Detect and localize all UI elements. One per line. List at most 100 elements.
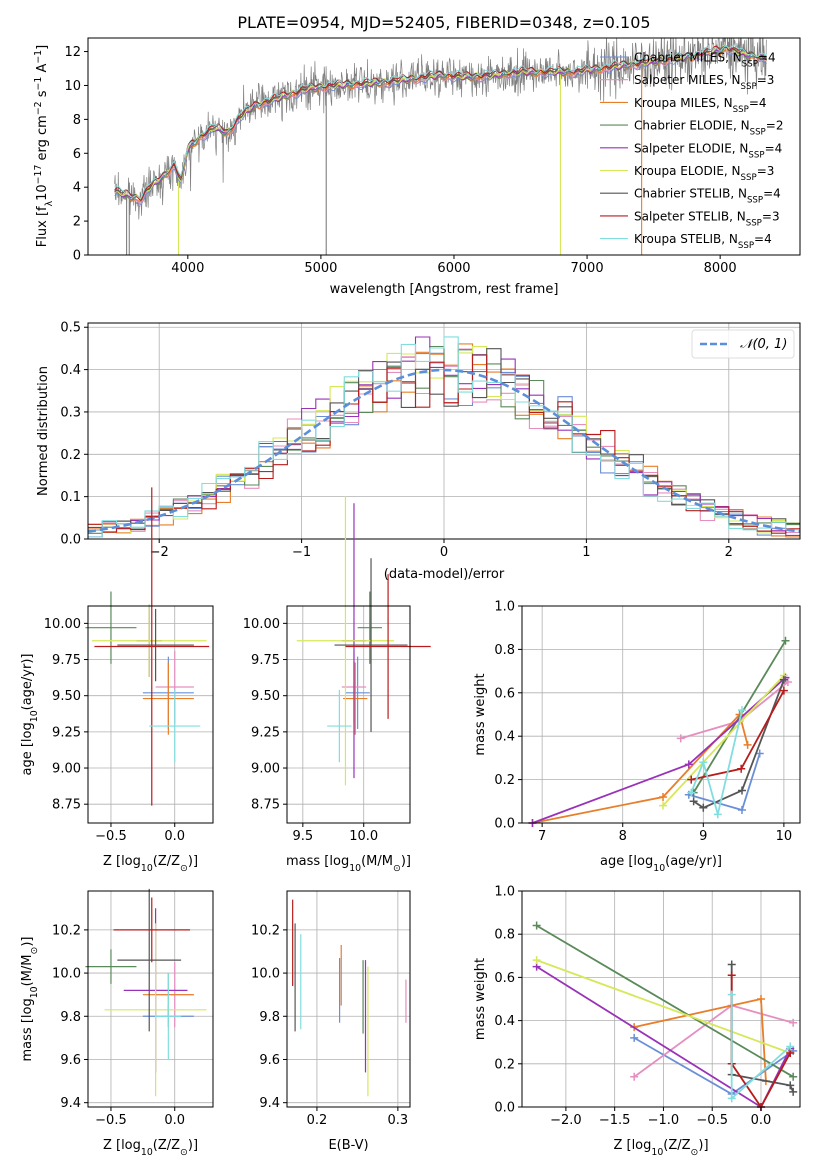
mass-vs-ebv-panel: 0.2 0.3 9.4 9.6 9.8 10.0 10.2 E(B-V) — [251, 890, 411, 1153]
weight-series-line — [692, 640, 787, 794]
weight-point-marker — [727, 990, 736, 999]
x-tick-label: 1 — [582, 545, 590, 560]
weight-point-marker — [532, 956, 541, 965]
mass-vs-Z-ylabel: mass [log10(M/M⊙)] — [20, 937, 40, 1062]
mass-vs-Z-frame — [87, 890, 214, 1108]
x-tick-label: −2 — [150, 545, 169, 560]
x-tick-label: 6000 — [437, 261, 470, 276]
y-tick-label: 0.1 — [60, 490, 81, 505]
weight-vs-age-axes: 7 8 9 10 0.0 0.2 0.4 0.6 0.8 1.0 — [494, 600, 792, 845]
residuals-ylabel: Normed distribution — [36, 366, 51, 496]
y-tick-label: 9.4 — [259, 1096, 280, 1111]
mass-vs-Z-axes: −0.5 0.0 9.4 9.6 9.8 10.0 10.2 — [52, 923, 185, 1128]
y-tick-label: 9.6 — [60, 1053, 81, 1068]
x-tick-label: 0.2 — [307, 1113, 328, 1128]
spectrum-legend-label: Salpeter ELODIE, NSSP=4 — [634, 141, 782, 160]
residuals-plot-area — [87, 336, 801, 538]
mass-vs-ebv-xlabel: E(B-V) — [328, 1138, 368, 1153]
spectrum-legend-label: Salpeter STELIB, NSSP=3 — [634, 209, 780, 228]
spectrum-legend-label: Chabrier MILES, NSSP=4 — [634, 51, 776, 70]
residuals-axes: −2 −1 0 1 2 0.0 0.1 0.2 0.3 0.4 0.5 — [60, 321, 733, 560]
weight-vs-age-frame — [521, 605, 801, 824]
weight-series-line — [690, 709, 743, 815]
weight-point-marker — [630, 1033, 639, 1042]
weight-point-marker — [779, 686, 788, 695]
y-tick-label: 12 — [64, 45, 81, 60]
weight-point-marker — [684, 760, 693, 769]
x-tick-label: −1 — [292, 545, 311, 560]
weight-point-marker — [789, 1087, 798, 1096]
mass-vs-ebv-frame — [286, 890, 411, 1108]
residuals-panel: −2 −1 0 1 2 0.0 0.1 0.2 0.3 0.4 0.5 (data-model)/e… — [36, 321, 801, 582]
x-tick-label: 0 — [440, 545, 448, 560]
y-tick-label: 0.0 — [60, 533, 81, 548]
y-tick-label: 0.2 — [60, 448, 81, 463]
y-tick-label: 10.0 — [251, 967, 280, 982]
weight-vs-age-panel: 7 8 9 10 0.0 0.2 0.4 0.6 0.8 1.0 age [log10(age/yr… — [473, 600, 801, 874]
y-tick-label: 9.8 — [60, 1010, 81, 1025]
y-tick-label: 10.2 — [52, 923, 81, 938]
weight-series-line — [662, 674, 785, 807]
x-tick-label: 2 — [725, 545, 733, 560]
weight-vs-Z-plot-area — [532, 921, 798, 1111]
weight-series-line — [532, 712, 749, 824]
y-tick-label: 0.8 — [494, 928, 515, 943]
weight-point-marker — [727, 1094, 736, 1103]
spectrum-axes: 4000 5000 6000 7000 8000 0 2 4 6 8 10 12 — [64, 45, 736, 276]
weight-point-marker — [699, 758, 708, 767]
weight-vs-Z-frame — [521, 890, 801, 1108]
normal-legend-label: 𝒩(0, 1) — [740, 337, 787, 352]
age-vs-mass-grid — [287, 606, 410, 823]
spectrum-model-line — [114, 44, 767, 199]
age-vs-Z-panel: −0.5 0.0 8.75 9.00 9.25 9.50 9.75 10.00 Z [log10… — [20, 487, 214, 874]
spectrum-legend-label: Chabrier STELIB, NSSP=4 — [634, 187, 781, 206]
y-tick-label: 10.00 — [243, 617, 280, 632]
spectrum-model-line — [114, 48, 767, 203]
x-tick-label: 9.5 — [292, 829, 313, 844]
y-tick-label: 0.6 — [494, 971, 515, 986]
spectrum-plot-area — [114, 38, 768, 255]
spectrum-ylabel: Flux [fλ10−17 erg cm−2 s−1 A−1] — [33, 45, 55, 247]
weight-point-marker — [755, 749, 764, 758]
y-tick-label: 9.25 — [52, 725, 81, 740]
age-vs-mass-panel: 9.5 10.0 8.75 9.00 9.25 9.50 9.75 10.00 mass [lo… — [243, 496, 431, 874]
age-vs-mass-frame — [286, 605, 411, 824]
y-tick-label: 9.50 — [251, 689, 280, 704]
y-tick-label: 9.00 — [52, 762, 81, 777]
mass-vs-ebv-plot-area — [292, 899, 407, 1097]
mass-vs-ebv-grid — [287, 891, 410, 1107]
weight-point-marker — [789, 1018, 798, 1027]
y-tick-label: 1.0 — [494, 600, 515, 615]
y-tick-label: 0.4 — [494, 730, 515, 745]
residuals-xlabel: (data-model)/error — [384, 567, 505, 582]
y-tick-label: 1.0 — [494, 885, 515, 900]
weight-point-marker — [687, 788, 696, 797]
y-tick-label: 8.75 — [52, 798, 81, 813]
x-tick-label: 4000 — [171, 261, 204, 276]
x-tick-label: 0.3 — [388, 1113, 409, 1128]
weight-vs-age-xlabel: age [log10(age/yr)] — [600, 854, 722, 874]
spectrum-legend: Chabrier MILES, NSSP=4 Salpeter MILES, NS… — [600, 51, 783, 251]
y-tick-label: 0.8 — [494, 643, 515, 658]
y-tick-label: 0.5 — [60, 321, 81, 336]
y-tick-label: 0.6 — [494, 686, 515, 701]
weight-series-line — [536, 924, 794, 1078]
spectrum-legend-label: Chabrier ELODIE, NSSP=2 — [634, 119, 783, 138]
spectrum-legend-label: Kroupa STELIB, NSSP=4 — [634, 232, 772, 251]
y-tick-label: 10.0 — [52, 967, 81, 982]
weight-point-marker — [789, 1072, 798, 1081]
y-tick-label: 9.25 — [251, 725, 280, 740]
spectrum-model-line — [114, 45, 767, 202]
x-tick-label: −0.5 — [696, 1113, 728, 1128]
x-tick-label: 7000 — [571, 261, 604, 276]
y-tick-label: 9.75 — [52, 653, 81, 668]
y-tick-label: 0.0 — [494, 817, 515, 832]
x-tick-label: 0.0 — [751, 1113, 772, 1128]
weight-point-marker — [699, 803, 708, 812]
y-tick-label: 10.2 — [251, 923, 280, 938]
y-tick-label: 0.0 — [494, 1101, 515, 1116]
x-tick-label: 10.0 — [349, 829, 378, 844]
y-tick-label: 0.4 — [494, 1014, 515, 1029]
